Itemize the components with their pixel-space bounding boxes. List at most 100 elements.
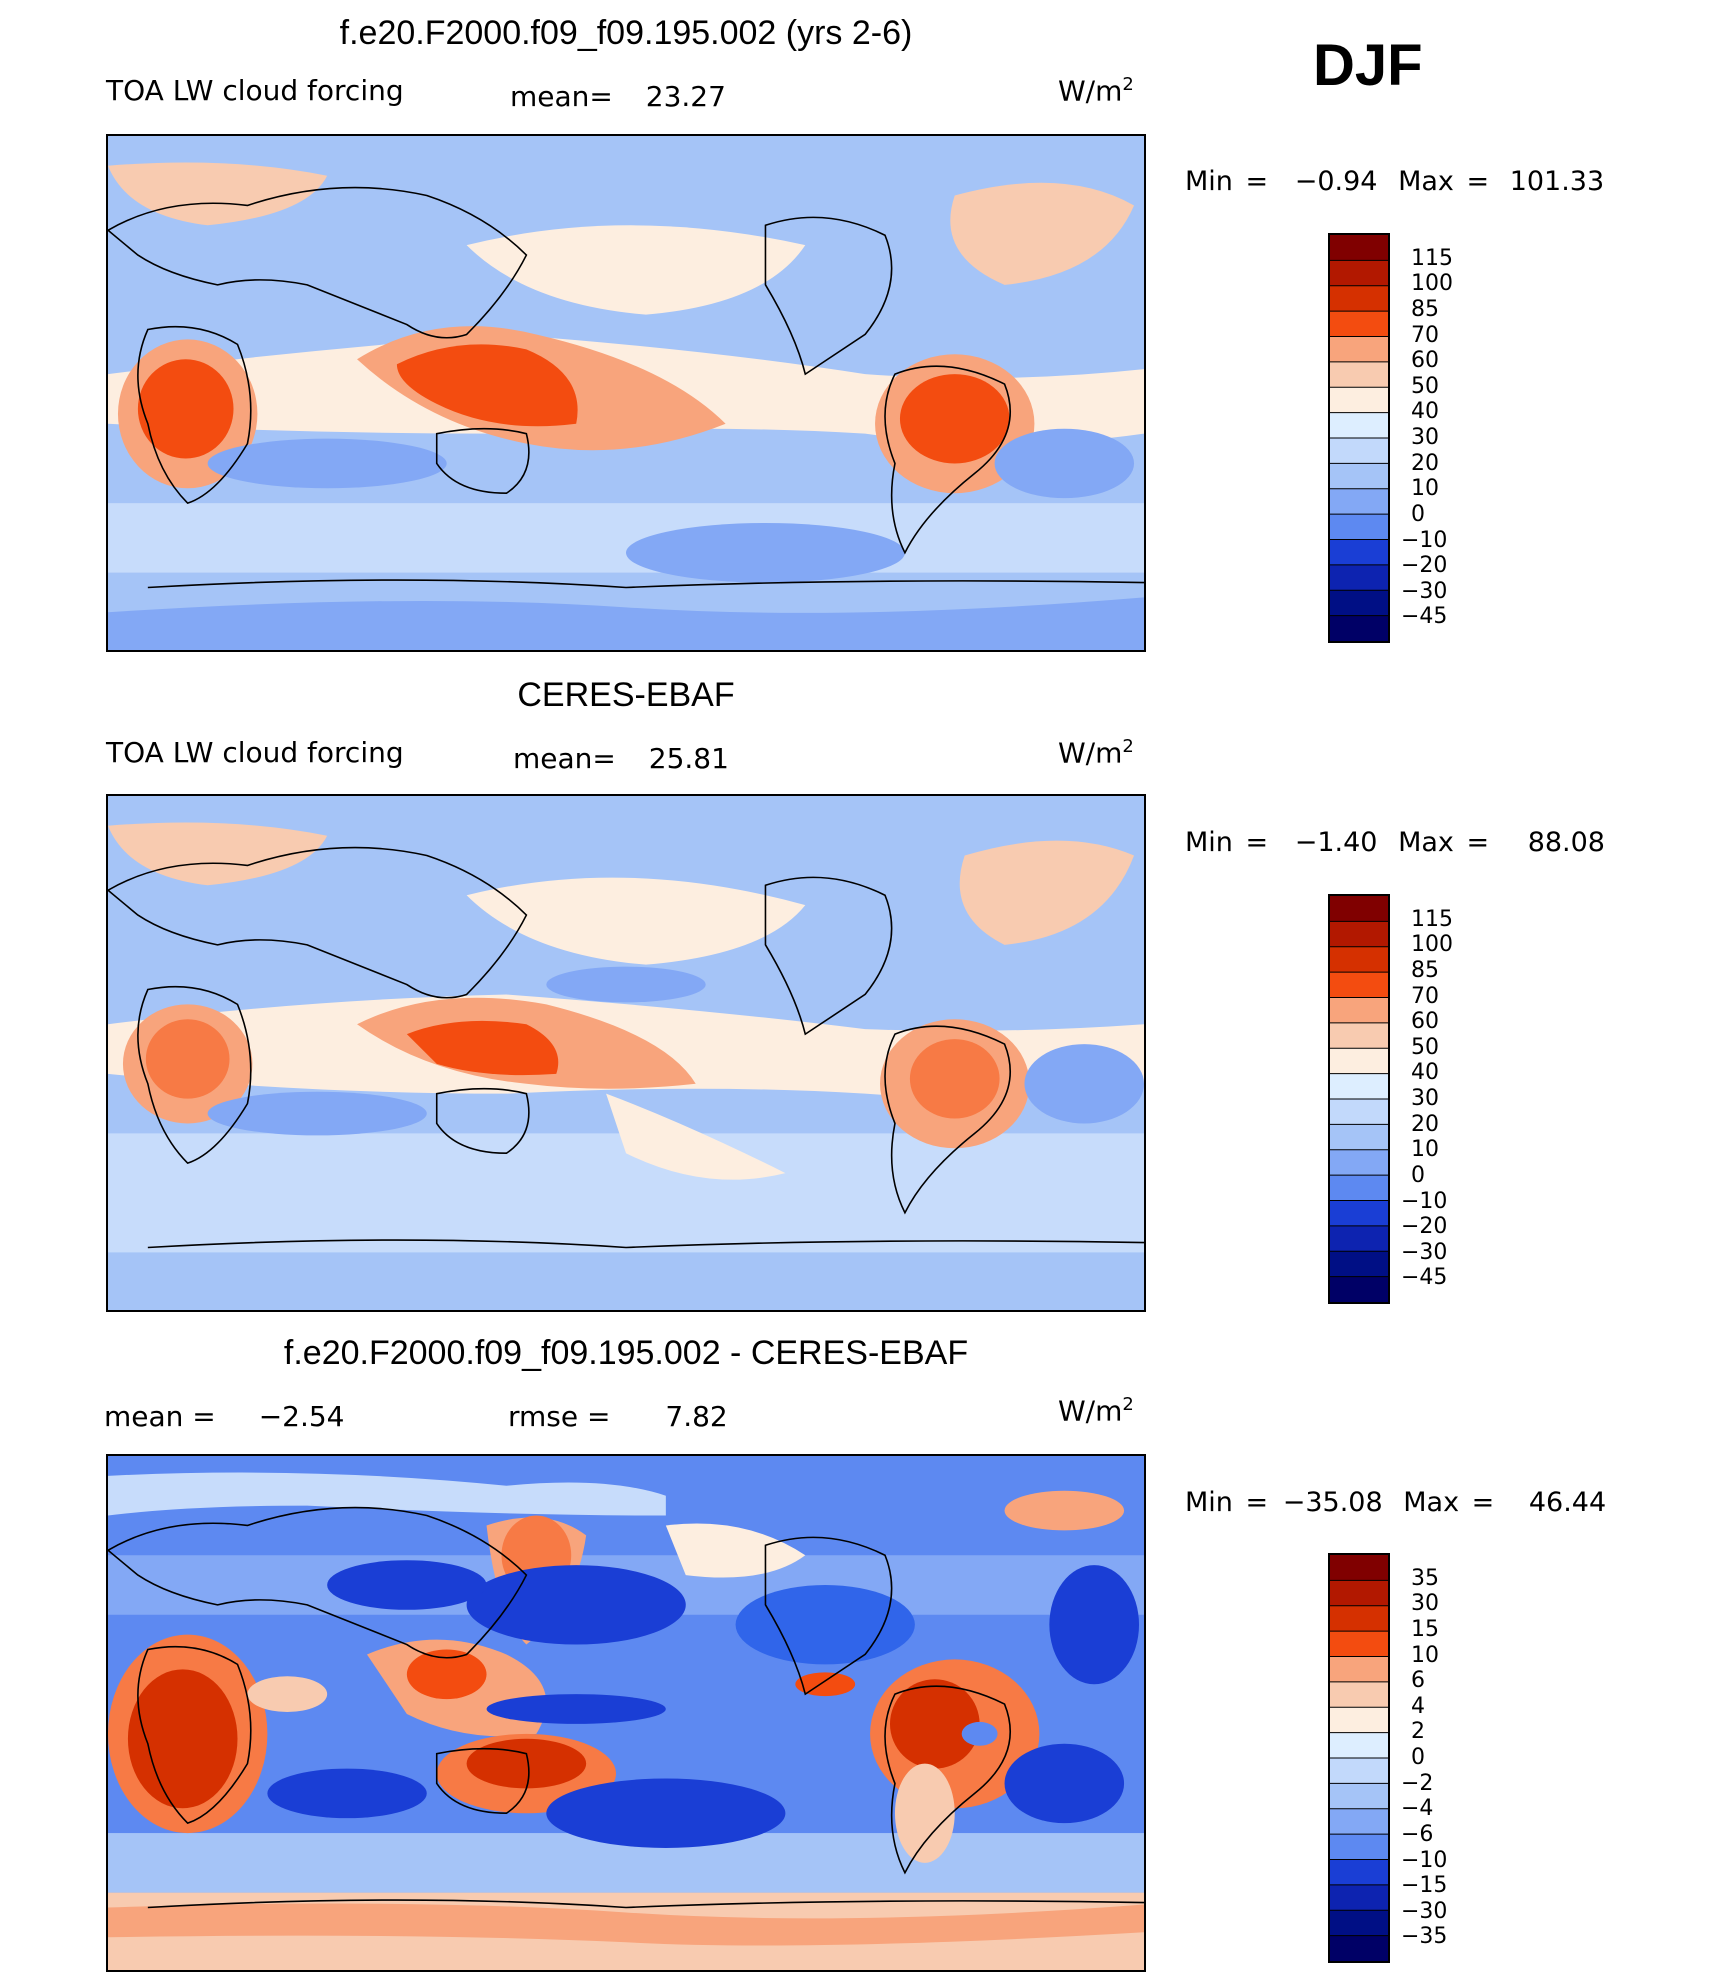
panel-3-max-value: 46.44 — [1528, 1487, 1607, 1518]
colorbar-tick-label: 10 — [1411, 1137, 1439, 1163]
colorbar-box — [1330, 285, 1388, 312]
colorbar-box — [1330, 1681, 1388, 1708]
colorbar-tick-label: −20 — [1401, 1214, 1448, 1240]
colorbar-tick-label: 70 — [1411, 322, 1439, 348]
panel-3-max-label: Max = — [1403, 1487, 1495, 1518]
panel-3-mean: mean = −2.54 — [104, 1400, 345, 1433]
colorbar-tick-label: −30 — [1401, 578, 1448, 604]
panel-3-rmse: rmse = 7.82 — [508, 1400, 728, 1433]
colorbar-tick-label: 10 — [1411, 476, 1439, 502]
colorbar-tick-label: −10 — [1401, 527, 1448, 553]
colorbar-box — [1330, 438, 1388, 464]
colorbar-tick-label: 115 — [1411, 245, 1453, 271]
colorbar-box — [1330, 896, 1388, 922]
panel-2-colorbar-ticks: 115 100 85 70 60 50 40 30 20 10 0 −10 −20 −30 −45 — [1401, 894, 1525, 1304]
colorbar-tick-label: 70 — [1411, 983, 1439, 1009]
colorbar-tick-label: −35 — [1401, 1924, 1448, 1950]
panel-3-colorbar — [1328, 1553, 1390, 1963]
colorbar-box — [1330, 1225, 1388, 1252]
colorbar-box — [1330, 336, 1388, 363]
colorbar-box — [1330, 1935, 1388, 1961]
colorbar-tick-label: 60 — [1411, 348, 1439, 374]
panel-2-colorbar — [1328, 894, 1390, 1304]
colorbar-tick-label: 15 — [1411, 1616, 1439, 1642]
panel-1-minmax: Min = −0.94 Max = 101.33 — [1185, 166, 1604, 197]
colorbar-box — [1330, 564, 1388, 591]
colorbar-tick-label: −10 — [1401, 1188, 1448, 1214]
colorbar-tick-label: 50 — [1411, 373, 1439, 399]
panel-1-min-label: Min = — [1185, 166, 1269, 197]
colorbar-box — [1330, 1656, 1388, 1683]
panel-3-colorbar-ticks: 35 30 15 10 6 4 2 0 −2 −4 −6 −10 −15 −30 −35 — [1401, 1553, 1525, 1963]
colorbar-tick-label: 30 — [1411, 1086, 1439, 1111]
panel-2-min-value: −1.40 — [1294, 827, 1378, 858]
panel-1-colorbar — [1328, 233, 1390, 643]
colorbar-box — [1330, 1073, 1388, 1100]
panel-1-variable-label: TOA LW cloud forcing — [106, 74, 404, 107]
colorbar-box — [1330, 311, 1388, 337]
colorbar-tick-label: −45 — [1401, 1265, 1448, 1291]
panel-1-title: f.e20.F2000.f09_f09.195.002 (yrs 2-6) — [339, 14, 913, 52]
colorbar-tick-label: −30 — [1401, 1898, 1448, 1924]
colorbar-box — [1330, 1580, 1388, 1607]
colorbar-tick-label: −30 — [1401, 1239, 1448, 1265]
panel-3-mean-label: mean = — [104, 1400, 216, 1433]
panel-1-mean: mean= 23.27 — [510, 80, 726, 113]
panel-2-map — [106, 794, 1146, 1312]
colorbar-box — [1330, 1859, 1388, 1886]
colorbar-tick-label: 50 — [1411, 1034, 1439, 1060]
colorbar-box — [1330, 539, 1388, 566]
colorbar-box — [1330, 1783, 1388, 1810]
colorbar-box — [1330, 1605, 1388, 1632]
colorbar-box — [1330, 488, 1388, 515]
colorbar-box — [1330, 1732, 1388, 1759]
colorbar-tick-label: −4 — [1401, 1796, 1434, 1822]
panel-2-mean-value: 25.81 — [648, 742, 729, 775]
colorbar-tick-label: −45 — [1401, 604, 1448, 630]
colorbar-tick-label: −10 — [1401, 1847, 1448, 1873]
colorbar-box — [1330, 1048, 1388, 1075]
colorbar-tick-label: 35 — [1411, 1565, 1439, 1591]
colorbar-box — [1330, 1834, 1388, 1860]
colorbar-tick-label: 0 — [1411, 501, 1425, 527]
colorbar-box — [1330, 1276, 1388, 1302]
panel-2-minmax: Min = −1.40 Max = 88.08 — [1185, 827, 1605, 858]
colorbar-box — [1330, 514, 1388, 540]
colorbar-tick-label: 85 — [1411, 957, 1439, 983]
panel-1-mean-label: mean= — [510, 80, 613, 113]
colorbar-tick-label: 4 — [1411, 1693, 1425, 1719]
colorbar-box — [1330, 235, 1388, 261]
panel-1-map — [106, 134, 1146, 652]
colorbar-box — [1330, 387, 1388, 414]
colorbar-tick-label: −20 — [1401, 553, 1448, 579]
colorbar-box — [1330, 1200, 1388, 1227]
colorbar-box — [1330, 463, 1388, 490]
colorbar-box — [1330, 1022, 1388, 1049]
colorbar-tick-label: 6 — [1411, 1668, 1425, 1694]
colorbar-tick-label: 20 — [1411, 1111, 1439, 1137]
colorbar-box — [1330, 1099, 1388, 1125]
colorbar-box — [1330, 615, 1388, 641]
panel-3-min-value: −35.08 — [1282, 1487, 1383, 1518]
panel-3-rmse-label: rmse = — [508, 1400, 611, 1433]
panel-3-rmse-value: 7.82 — [665, 1400, 728, 1433]
colorbar-box — [1330, 1758, 1388, 1784]
colorbar-box — [1330, 1175, 1388, 1201]
colorbar-box — [1330, 1808, 1388, 1835]
panel-2-variable-label: TOA LW cloud forcing — [106, 736, 404, 769]
panel-3-map — [106, 1454, 1146, 1972]
colorbar-tick-label: 0 — [1411, 1745, 1425, 1770]
colorbar-box — [1330, 1631, 1388, 1657]
colorbar-box — [1330, 1707, 1388, 1734]
colorbar-box — [1330, 412, 1388, 439]
panel-2-unit: W/m2 — [1058, 736, 1134, 770]
panel-3-unit: W/m2 — [1058, 1394, 1134, 1428]
colorbar-box — [1330, 997, 1388, 1024]
panel-3-min-label: Min = — [1185, 1487, 1269, 1518]
colorbar-tick-label: 40 — [1411, 399, 1439, 425]
panel-3-mean-value: −2.54 — [258, 1400, 345, 1433]
colorbar-tick-label: 2 — [1411, 1719, 1425, 1745]
colorbar-tick-label: 20 — [1411, 450, 1439, 476]
season-label: DJF — [1313, 33, 1423, 98]
panel-2-mean-label: mean= — [513, 742, 616, 775]
